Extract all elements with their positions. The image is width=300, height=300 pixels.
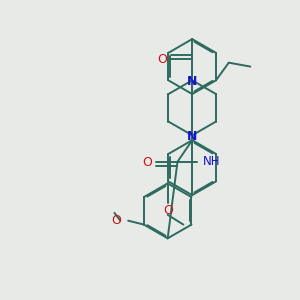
Text: N: N bbox=[187, 130, 197, 143]
Text: N: N bbox=[187, 75, 197, 88]
Text: O: O bbox=[142, 156, 152, 169]
Text: NH: NH bbox=[203, 155, 220, 168]
Text: O: O bbox=[164, 204, 174, 218]
Text: O: O bbox=[157, 53, 167, 66]
Text: O: O bbox=[111, 214, 121, 227]
